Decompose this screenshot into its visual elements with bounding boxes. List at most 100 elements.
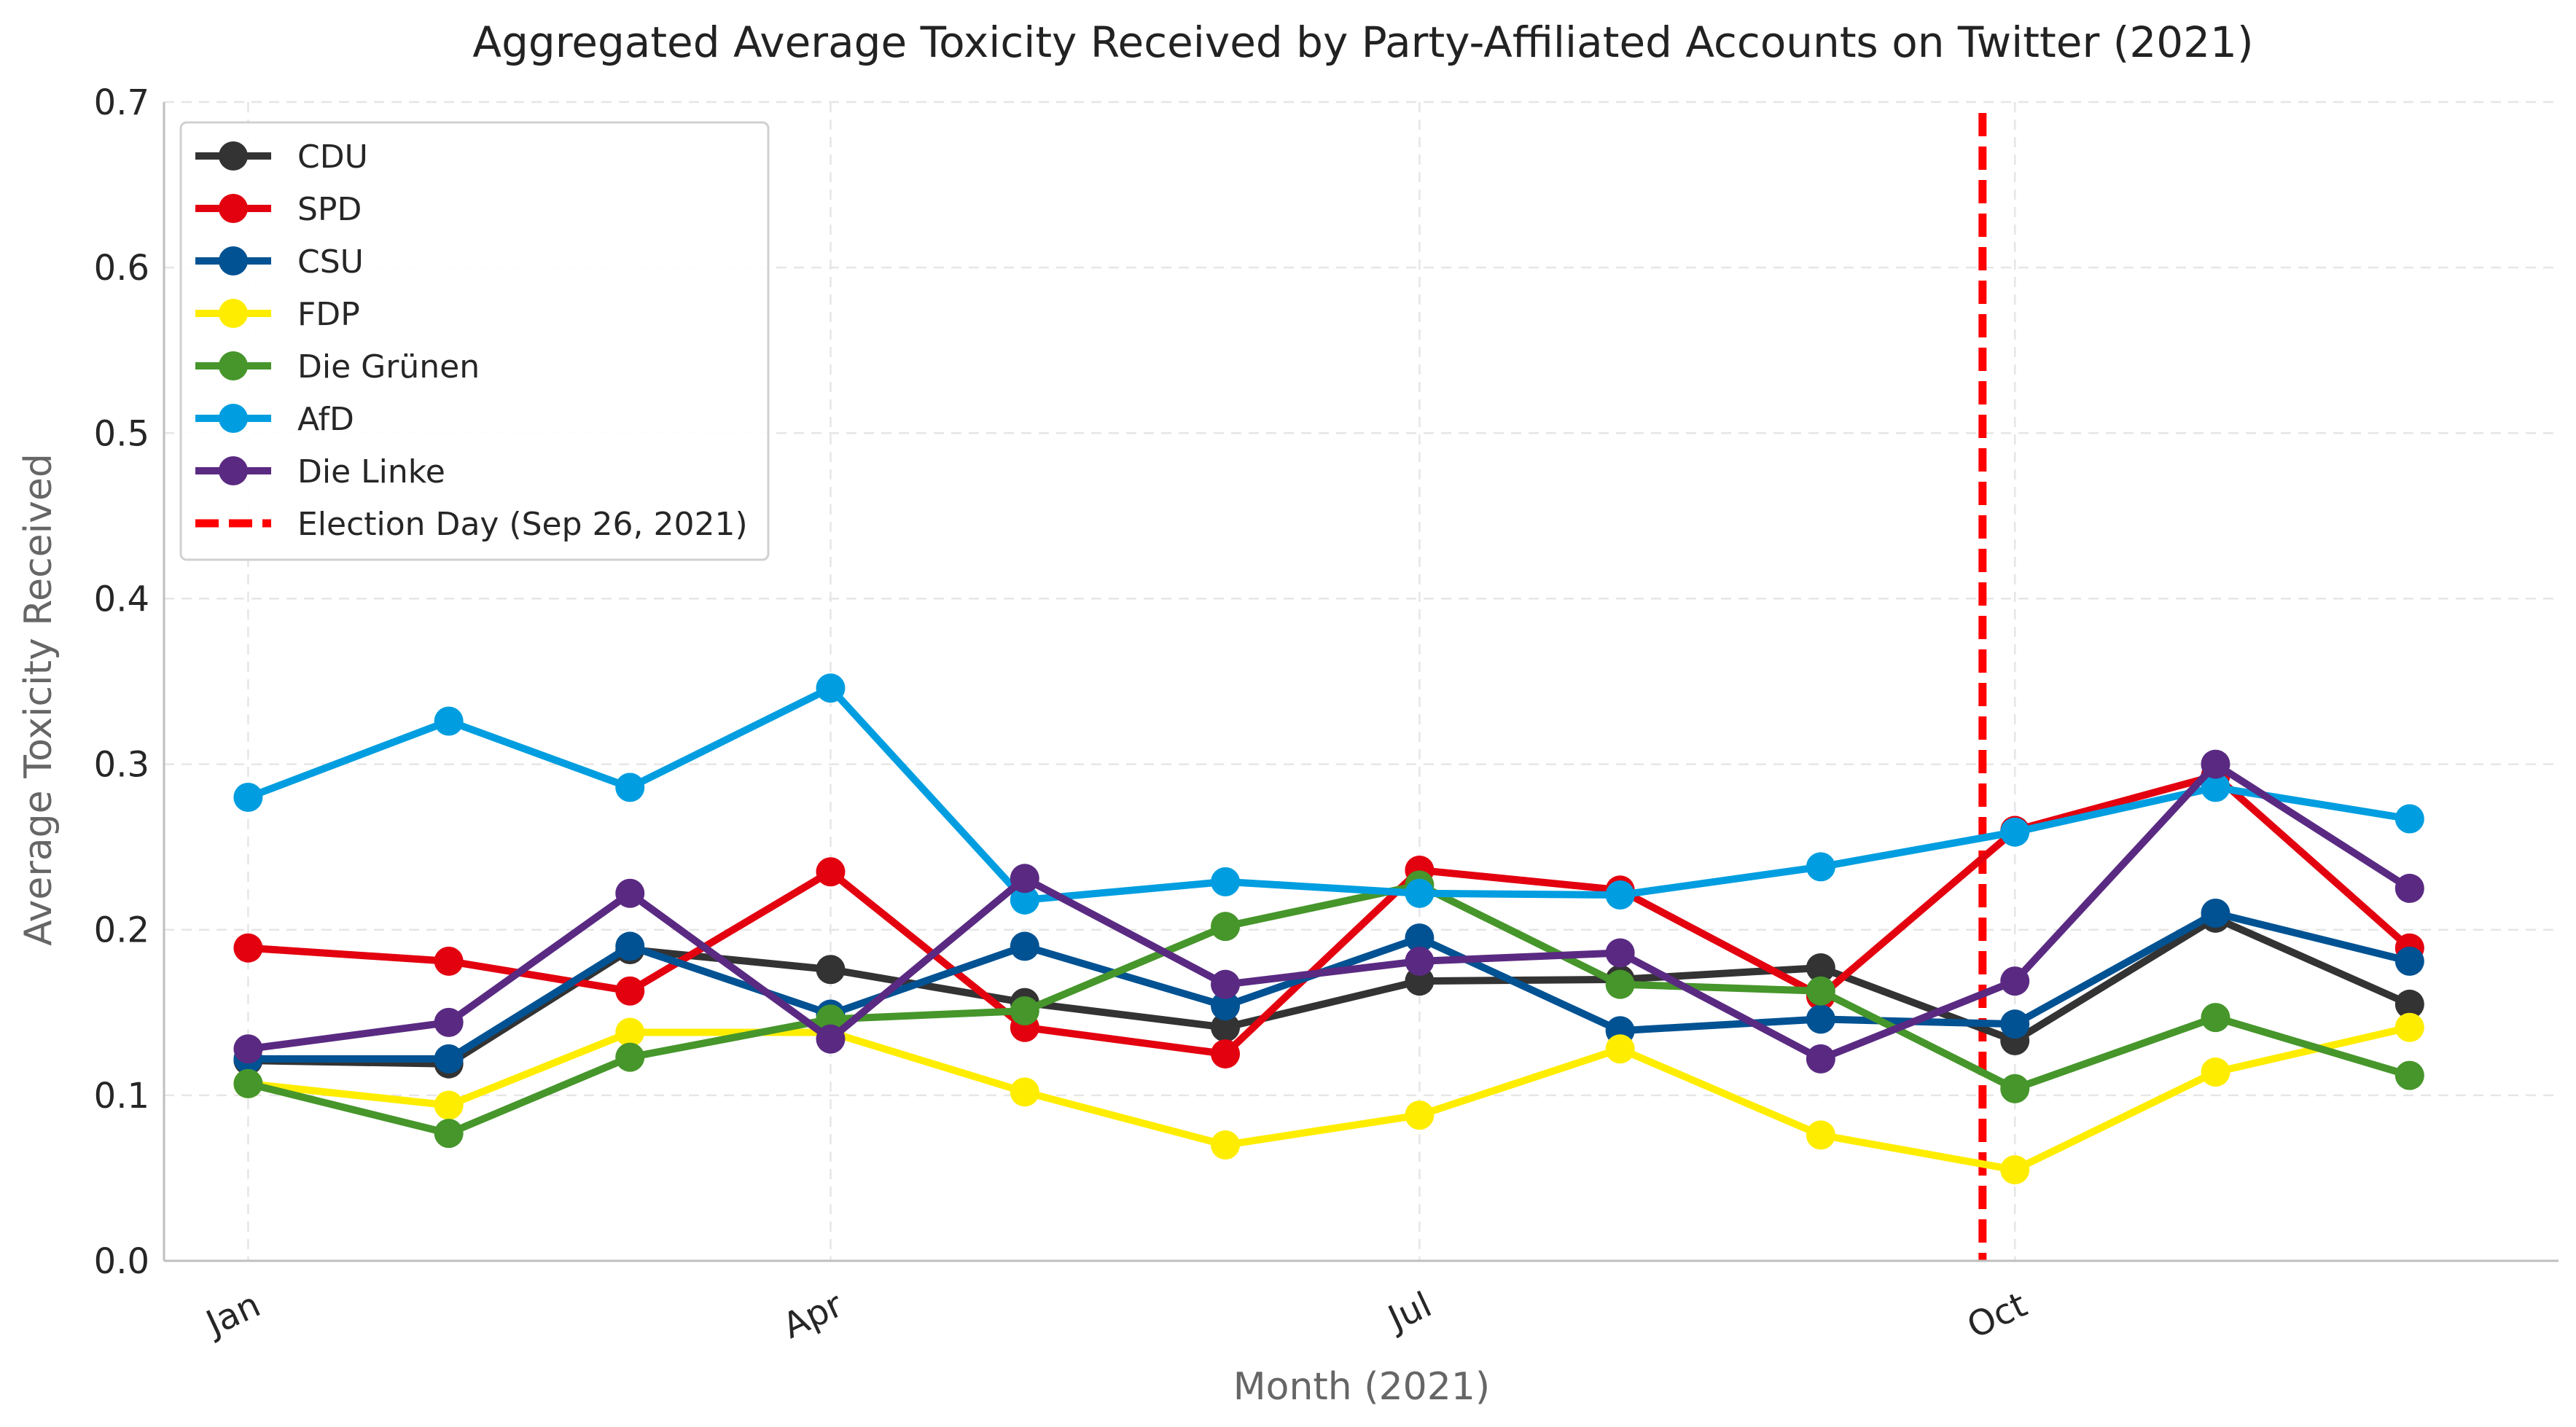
data-point <box>816 857 846 887</box>
legend-label: Die Grünen <box>297 348 480 386</box>
series-line <box>244 760 2413 1063</box>
series-line <box>244 881 2413 1138</box>
series-spd <box>233 761 2424 1069</box>
data-point <box>233 783 263 812</box>
data-point <box>1806 1004 1835 1034</box>
data-point <box>615 1017 645 1047</box>
data-point <box>2394 804 2424 834</box>
series-fdp <box>233 1012 2424 1185</box>
x-tick-label: Oct <box>1961 1284 2033 1347</box>
data-point <box>1405 878 1435 908</box>
legend-label: SPD <box>297 191 362 228</box>
data-point <box>2394 1012 2424 1042</box>
data-point <box>2394 873 2424 903</box>
series-layer <box>233 673 2424 1185</box>
data-point <box>434 1007 464 1037</box>
data-point <box>816 1024 846 1054</box>
series-afd <box>233 673 2424 915</box>
data-point <box>1605 969 1635 999</box>
y-tick-label: 0.7 <box>94 82 149 123</box>
legend-swatch-marker <box>219 299 248 328</box>
legend-item: SPD <box>195 191 362 228</box>
data-point <box>2201 773 2230 802</box>
legend-swatch-marker <box>219 246 248 275</box>
series-line <box>244 684 2413 904</box>
data-point <box>2000 1155 2030 1185</box>
legend-item: FDP <box>195 296 360 333</box>
x-tick-label: Apr <box>777 1284 849 1347</box>
y-tick-label: 0.2 <box>94 910 149 951</box>
series-csu <box>233 899 2424 1074</box>
y-tick-label: 0.1 <box>94 1076 149 1117</box>
data-point <box>1211 1130 1241 1160</box>
legend-label: Election Day (Sep 26, 2021) <box>297 506 748 543</box>
data-point <box>2000 817 2030 847</box>
data-point <box>1211 1039 1241 1069</box>
data-point <box>1211 991 1241 1021</box>
y-tick-label: 0.6 <box>94 248 149 289</box>
data-point <box>1211 969 1241 999</box>
legend-swatch-marker <box>219 194 248 223</box>
data-point <box>615 878 645 908</box>
x-axis-label: Month (2021) <box>1233 1365 1490 1409</box>
legend-item: Die Linke <box>195 453 445 490</box>
y-axis-label: Average Toxicity Received <box>17 453 61 946</box>
legend-label: FDP <box>297 296 360 333</box>
data-point <box>1605 938 1635 968</box>
data-point <box>816 955 846 985</box>
legend-swatch-marker <box>219 456 248 485</box>
data-point <box>2000 1009 2030 1039</box>
data-point <box>1010 931 1039 961</box>
data-point <box>615 931 645 961</box>
data-point <box>2394 989 2424 1019</box>
data-point <box>1806 1044 1835 1074</box>
legend-label: Die Linke <box>297 453 445 490</box>
data-point <box>2394 946 2424 976</box>
data-point <box>1211 912 1241 942</box>
data-point <box>233 1068 263 1098</box>
data-point <box>1010 996 1039 1026</box>
data-point <box>1605 1034 1635 1064</box>
data-point <box>1010 1077 1039 1107</box>
series-line <box>244 1023 2413 1174</box>
legend-label: CSU <box>297 243 364 281</box>
legend-item: CSU <box>195 243 364 281</box>
data-point <box>434 946 464 976</box>
data-point <box>1806 1120 1835 1150</box>
data-point <box>1211 867 1241 896</box>
x-tick-label: Jan <box>198 1284 266 1345</box>
legend-item: CDU <box>195 138 368 176</box>
data-point <box>2394 1060 2424 1090</box>
legend-label: AfD <box>297 401 354 438</box>
y-tick-label: 0.4 <box>94 579 149 619</box>
axes-layer: 0.0 0.1 0.2 0.3 0.4 0.5 0.6 0.7 Jan Apr Jul Oct <box>94 82 2559 1347</box>
legend-item: AfD <box>195 401 354 438</box>
data-point <box>1405 946 1435 976</box>
legend-swatch-marker <box>219 351 248 380</box>
legend-swatch-marker <box>219 141 248 171</box>
x-tick-label: Jul <box>1381 1284 1438 1340</box>
data-point <box>1806 953 1835 982</box>
data-point <box>1405 923 1435 953</box>
data-point <box>1806 852 1835 882</box>
data-point <box>434 1119 464 1149</box>
series-line <box>244 914 2413 1068</box>
y-tick-label: 0.5 <box>94 413 149 454</box>
data-point <box>2201 899 2230 928</box>
data-point <box>233 1034 263 1064</box>
data-point <box>1605 880 1635 910</box>
data-point <box>1010 864 1039 894</box>
data-point <box>2000 966 2030 996</box>
data-point <box>1010 885 1039 915</box>
legend: CDU SPD CSU FDP Die Grünen AfD Die Linke Electi… <box>179 121 770 561</box>
legend-item: Election Day (Sep 26, 2021) <box>195 506 748 543</box>
data-point <box>615 1042 645 1072</box>
data-point <box>2201 749 2230 779</box>
legend-item: Die Grünen <box>195 348 480 386</box>
data-point <box>233 933 263 963</box>
y-tick-label: 0.0 <box>94 1241 149 1282</box>
data-point <box>1405 1100 1435 1130</box>
data-point <box>434 706 464 736</box>
